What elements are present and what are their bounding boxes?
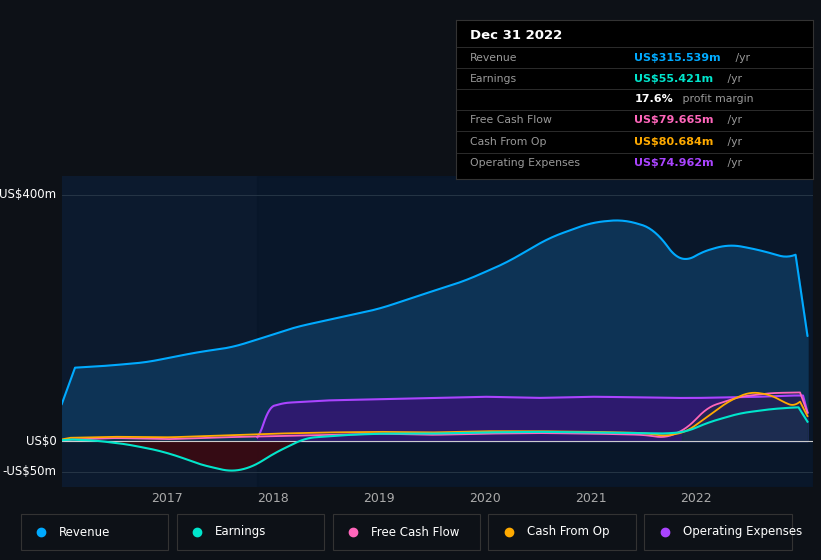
Text: US$74.962m: US$74.962m	[635, 158, 713, 168]
Text: /yr: /yr	[723, 74, 741, 84]
Text: Revenue: Revenue	[470, 53, 517, 63]
Text: Operating Expenses: Operating Expenses	[470, 158, 580, 168]
Text: Operating Expenses: Operating Expenses	[683, 525, 802, 539]
Text: US$315.539m: US$315.539m	[635, 53, 721, 63]
Text: Dec 31 2022: Dec 31 2022	[470, 29, 562, 42]
Text: -US$50m: -US$50m	[2, 465, 57, 478]
Text: Free Cash Flow: Free Cash Flow	[371, 525, 460, 539]
Text: /yr: /yr	[723, 158, 741, 168]
Text: Revenue: Revenue	[59, 525, 111, 539]
Text: Cash From Op: Cash From Op	[527, 525, 609, 539]
Text: profit margin: profit margin	[679, 95, 754, 104]
Text: Earnings: Earnings	[215, 525, 267, 539]
Text: Cash From Op: Cash From Op	[470, 137, 547, 147]
Text: /yr: /yr	[732, 53, 750, 63]
Text: US$0: US$0	[25, 435, 57, 447]
Text: Earnings: Earnings	[470, 74, 517, 84]
Text: /yr: /yr	[723, 137, 741, 147]
Text: Free Cash Flow: Free Cash Flow	[470, 115, 552, 125]
Text: US$400m: US$400m	[0, 188, 57, 202]
Text: /yr: /yr	[723, 115, 741, 125]
Text: US$55.421m: US$55.421m	[635, 74, 713, 84]
Text: US$80.684m: US$80.684m	[635, 137, 713, 147]
Text: 17.6%: 17.6%	[635, 95, 673, 104]
Bar	[257, 176, 813, 487]
Text: US$79.665m: US$79.665m	[635, 115, 713, 125]
